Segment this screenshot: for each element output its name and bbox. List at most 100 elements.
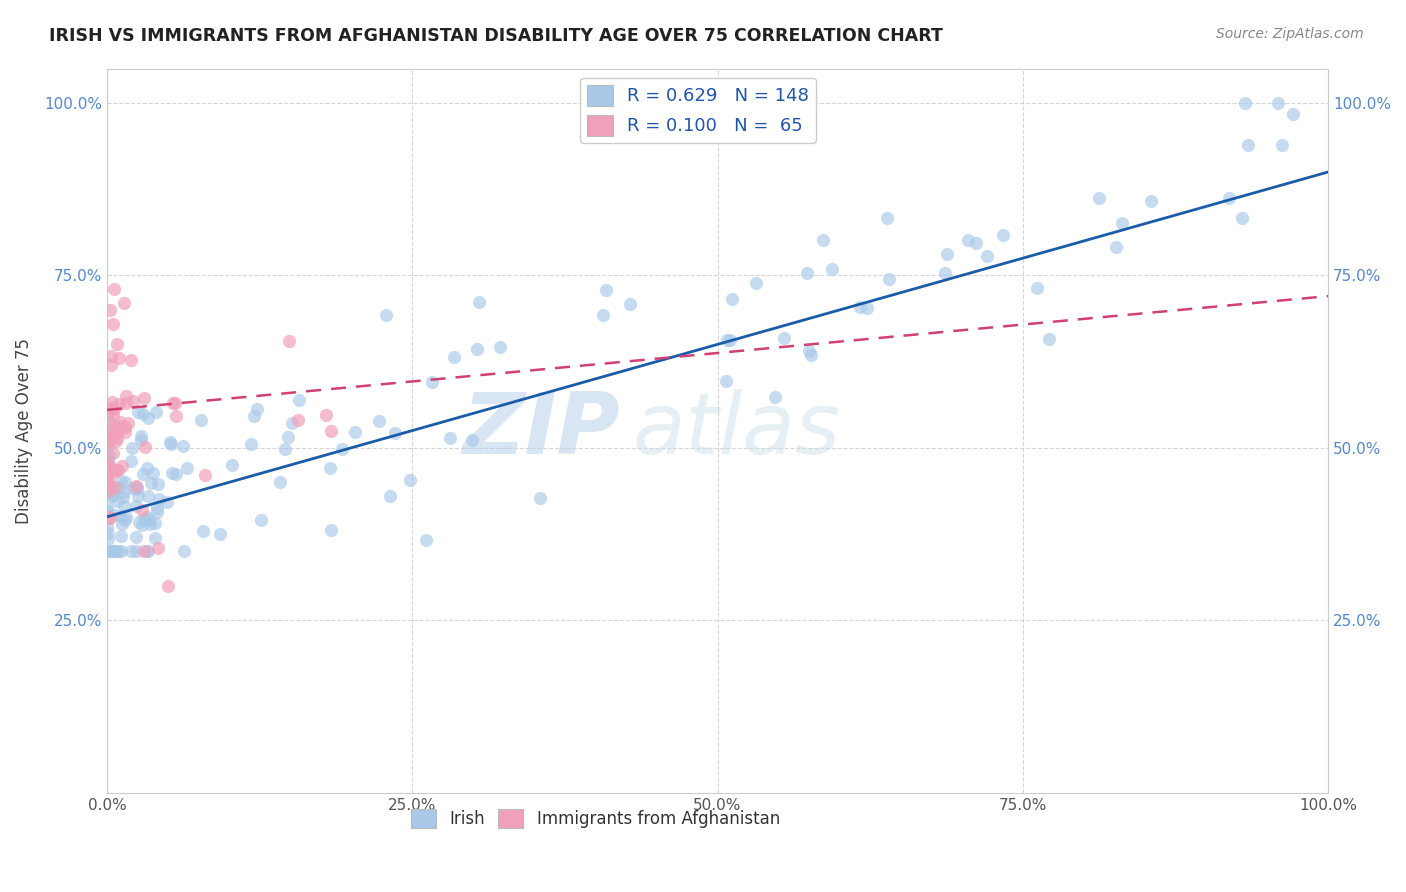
Point (132, 391, 155, 405)
Point (96, 425, 118, 440)
Point (125, 479, 148, 493)
Point (96, 475, 118, 489)
Point (96, 544, 118, 558)
Point (384, 425, 406, 440)
Point (121, 442, 143, 456)
Point (97, 439, 120, 453)
Point (111, 517, 134, 532)
Point (763, 390, 786, 404)
Point (97, 458, 120, 472)
Point (461, 433, 484, 447)
Point (103, 401, 125, 416)
Point (277, 430, 299, 444)
Point (108, 396, 131, 410)
Point (111, 490, 134, 504)
Point (139, 475, 162, 490)
Y-axis label: Disability Age Over 75: Disability Age Over 75 (15, 337, 32, 524)
Point (965, 235, 987, 250)
Point (100, 459, 122, 474)
Point (98, 510, 121, 524)
Point (96, 504, 118, 518)
Point (107, 422, 129, 436)
Point (148, 491, 170, 506)
Point (100, 422, 122, 436)
Point (136, 544, 159, 558)
Point (439, 431, 461, 445)
Point (1271, 137, 1294, 152)
Point (976, 249, 998, 263)
Point (131, 407, 153, 421)
Point (100, 394, 122, 409)
Point (420, 375, 443, 389)
Point (105, 463, 128, 477)
Point (176, 460, 198, 475)
Point (1088, 191, 1111, 205)
Point (110, 544, 132, 558)
Point (159, 435, 181, 450)
Point (96, 500, 118, 515)
Point (991, 228, 1014, 243)
Point (111, 418, 134, 433)
Point (172, 438, 194, 452)
Point (114, 396, 136, 410)
Point (97, 434, 120, 448)
Point (100, 489, 122, 503)
Point (165, 467, 187, 482)
Point (146, 505, 169, 519)
Point (343, 425, 366, 439)
Point (125, 544, 148, 558)
Point (375, 309, 398, 323)
Point (101, 544, 124, 558)
Point (1236, 137, 1258, 152)
Point (104, 434, 127, 448)
Point (114, 484, 136, 499)
Point (97, 433, 120, 447)
Point (146, 501, 169, 516)
Point (96, 423, 118, 437)
Point (489, 340, 512, 354)
Point (136, 510, 159, 524)
Point (415, 533, 437, 547)
Point (105, 419, 128, 434)
Point (243, 409, 266, 423)
Point (315, 408, 337, 422)
Point (101, 401, 124, 416)
Point (100, 349, 122, 363)
Point (277, 334, 299, 348)
Point (120, 544, 142, 558)
Point (101, 408, 124, 422)
Point (100, 401, 122, 416)
Point (221, 458, 243, 472)
Point (104, 480, 127, 494)
Point (721, 292, 744, 306)
Point (108, 351, 131, 366)
Point (105, 493, 128, 508)
Point (132, 512, 155, 526)
Point (821, 262, 844, 277)
Point (127, 405, 149, 419)
Point (714, 374, 737, 388)
Point (103, 465, 125, 479)
Point (115, 389, 138, 403)
Point (98, 414, 121, 428)
Point (125, 530, 148, 544)
Point (856, 301, 879, 315)
Point (250, 513, 273, 527)
Text: ZIP: ZIP (463, 389, 620, 472)
Point (934, 266, 956, 280)
Point (96, 409, 118, 424)
Point (281, 417, 304, 431)
Point (103, 508, 125, 523)
Point (796, 266, 818, 280)
Point (1105, 240, 1128, 254)
Point (105, 337, 128, 351)
Point (135, 461, 157, 475)
Point (136, 544, 159, 558)
Point (97, 473, 120, 487)
Point (132, 544, 155, 558)
Point (1267, 95, 1289, 110)
Point (718, 333, 741, 347)
Point (240, 436, 263, 450)
Point (157, 579, 180, 593)
Point (378, 489, 401, 503)
